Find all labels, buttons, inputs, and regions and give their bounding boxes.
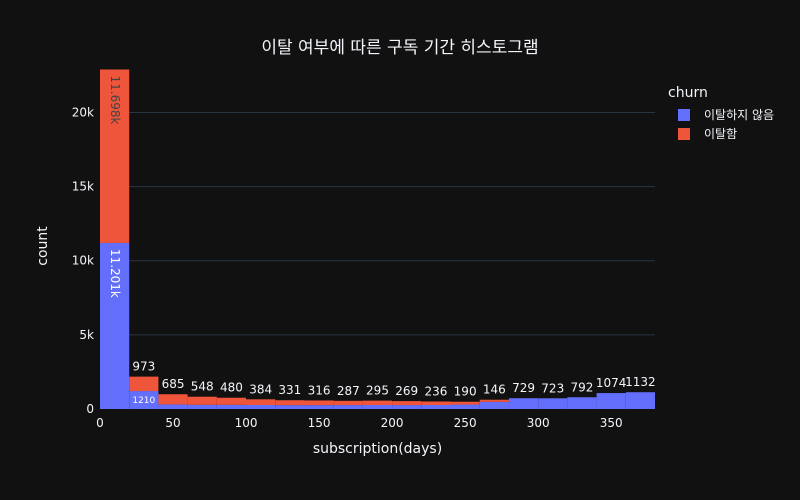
- legend-swatch: [678, 127, 690, 140]
- y-axis-label: count: [35, 226, 51, 266]
- bar-not-churned[interactable]: [362, 404, 393, 409]
- legend[interactable]: churn 이탈하지 않음 이탈함: [668, 85, 774, 143]
- data-labels: 11.201k 11.698k 973 1210 685 548 480 384 331 316 2…: [108, 75, 656, 406]
- bar-not-churned[interactable]: [421, 404, 451, 409]
- data-label: 548: [191, 380, 214, 394]
- legend-label: 이탈함: [704, 127, 738, 141]
- data-label: 236: [424, 384, 447, 398]
- bar-not-churned[interactable]: [333, 405, 363, 409]
- bar-not-churned[interactable]: [450, 404, 480, 409]
- data-label: 11.201k: [108, 249, 122, 298]
- bar-not-churned[interactable]: [567, 397, 597, 409]
- bar-churned[interactable]: [421, 401, 451, 405]
- bar-churned[interactable]: [479, 399, 509, 402]
- bar-not-churned[interactable]: [538, 398, 568, 409]
- bar-not-churned[interactable]: [508, 398, 539, 409]
- bar-not-churned[interactable]: [246, 404, 276, 409]
- x-tick-label: 250: [454, 416, 477, 430]
- bar-not-churned[interactable]: [187, 404, 217, 409]
- bar-not-churned[interactable]: [625, 392, 655, 409]
- bar-churned[interactable]: [392, 401, 422, 406]
- bar-churned[interactable]: [333, 400, 363, 406]
- x-tick-label: 350: [600, 416, 623, 430]
- y-tick-label: 10k: [72, 254, 94, 268]
- data-label: 973: [132, 360, 155, 374]
- bar-not-churned[interactable]: [596, 393, 626, 409]
- x-tick-label: 300: [527, 416, 550, 430]
- bar-churned[interactable]: [187, 396, 217, 405]
- legend-item-not-churned[interactable]: 이탈하지 않음: [668, 105, 774, 124]
- bar-not-churned[interactable]: [479, 401, 509, 409]
- bar-not-churned[interactable]: [129, 391, 159, 409]
- bars[interactable]: [100, 69, 655, 409]
- x-tick-label: 100: [235, 416, 258, 430]
- data-label: 729: [512, 381, 535, 395]
- bar-not-churned[interactable]: [216, 404, 247, 409]
- bar-not-churned[interactable]: [275, 405, 305, 409]
- y-tick-label: 0: [86, 402, 94, 416]
- data-label: 331: [278, 383, 301, 397]
- x-tick-label: 150: [308, 416, 331, 430]
- legend-swatch: [678, 108, 690, 121]
- data-label: 723: [541, 381, 564, 395]
- data-label: 384: [249, 382, 272, 396]
- data-label: 792: [571, 380, 594, 394]
- data-label: 685: [162, 377, 185, 391]
- data-label: 190: [454, 385, 477, 399]
- x-axis-label: subscription(days): [312, 441, 443, 457]
- y-tick-label: 15k: [72, 180, 94, 194]
- legend-title: churn: [668, 85, 708, 101]
- data-label: 11.698k: [108, 75, 122, 124]
- data-label: 480: [220, 381, 243, 395]
- bar-churned[interactable]: [216, 397, 247, 405]
- bar-not-churned[interactable]: [158, 404, 188, 409]
- bar-churned[interactable]: [450, 401, 480, 405]
- bar-churned[interactable]: [100, 69, 130, 243]
- bar-churned[interactable]: [362, 400, 393, 405]
- bar-not-churned[interactable]: [392, 405, 422, 409]
- data-label: 287: [337, 384, 360, 398]
- bar-churned[interactable]: [158, 394, 188, 405]
- bar-churned[interactable]: [246, 399, 276, 405]
- axis-ticks: 0 5k 10k 15k 20k 0 50 100 150 200 250 300 350: [72, 105, 623, 430]
- grid-lines: [100, 111, 655, 336]
- data-label: 295: [366, 384, 389, 398]
- y-tick-label: 20k: [72, 105, 94, 119]
- legend-label: 이탈하지 않음: [704, 108, 775, 122]
- bar-churned[interactable]: [304, 400, 334, 406]
- bar-churned[interactable]: [275, 400, 305, 406]
- bar-churned[interactable]: [129, 376, 159, 392]
- chart-title: 이탈 여부에 따른 구독 기간 히스토그램: [261, 38, 539, 58]
- bar-not-churned[interactable]: [100, 242, 130, 409]
- data-label: 146: [483, 383, 506, 397]
- data-label: 1132: [625, 375, 656, 389]
- data-label: 316: [308, 383, 331, 397]
- data-label: 1074: [596, 376, 627, 390]
- x-tick-label: 200: [381, 416, 404, 430]
- data-label: 1210: [132, 396, 155, 406]
- x-tick-label: 0: [96, 416, 104, 430]
- data-label: 269: [395, 384, 418, 398]
- y-tick-label: 5k: [79, 328, 94, 342]
- bar-not-churned[interactable]: [304, 405, 334, 409]
- legend-item-churned[interactable]: 이탈함: [668, 124, 774, 143]
- x-tick-label: 50: [165, 416, 180, 430]
